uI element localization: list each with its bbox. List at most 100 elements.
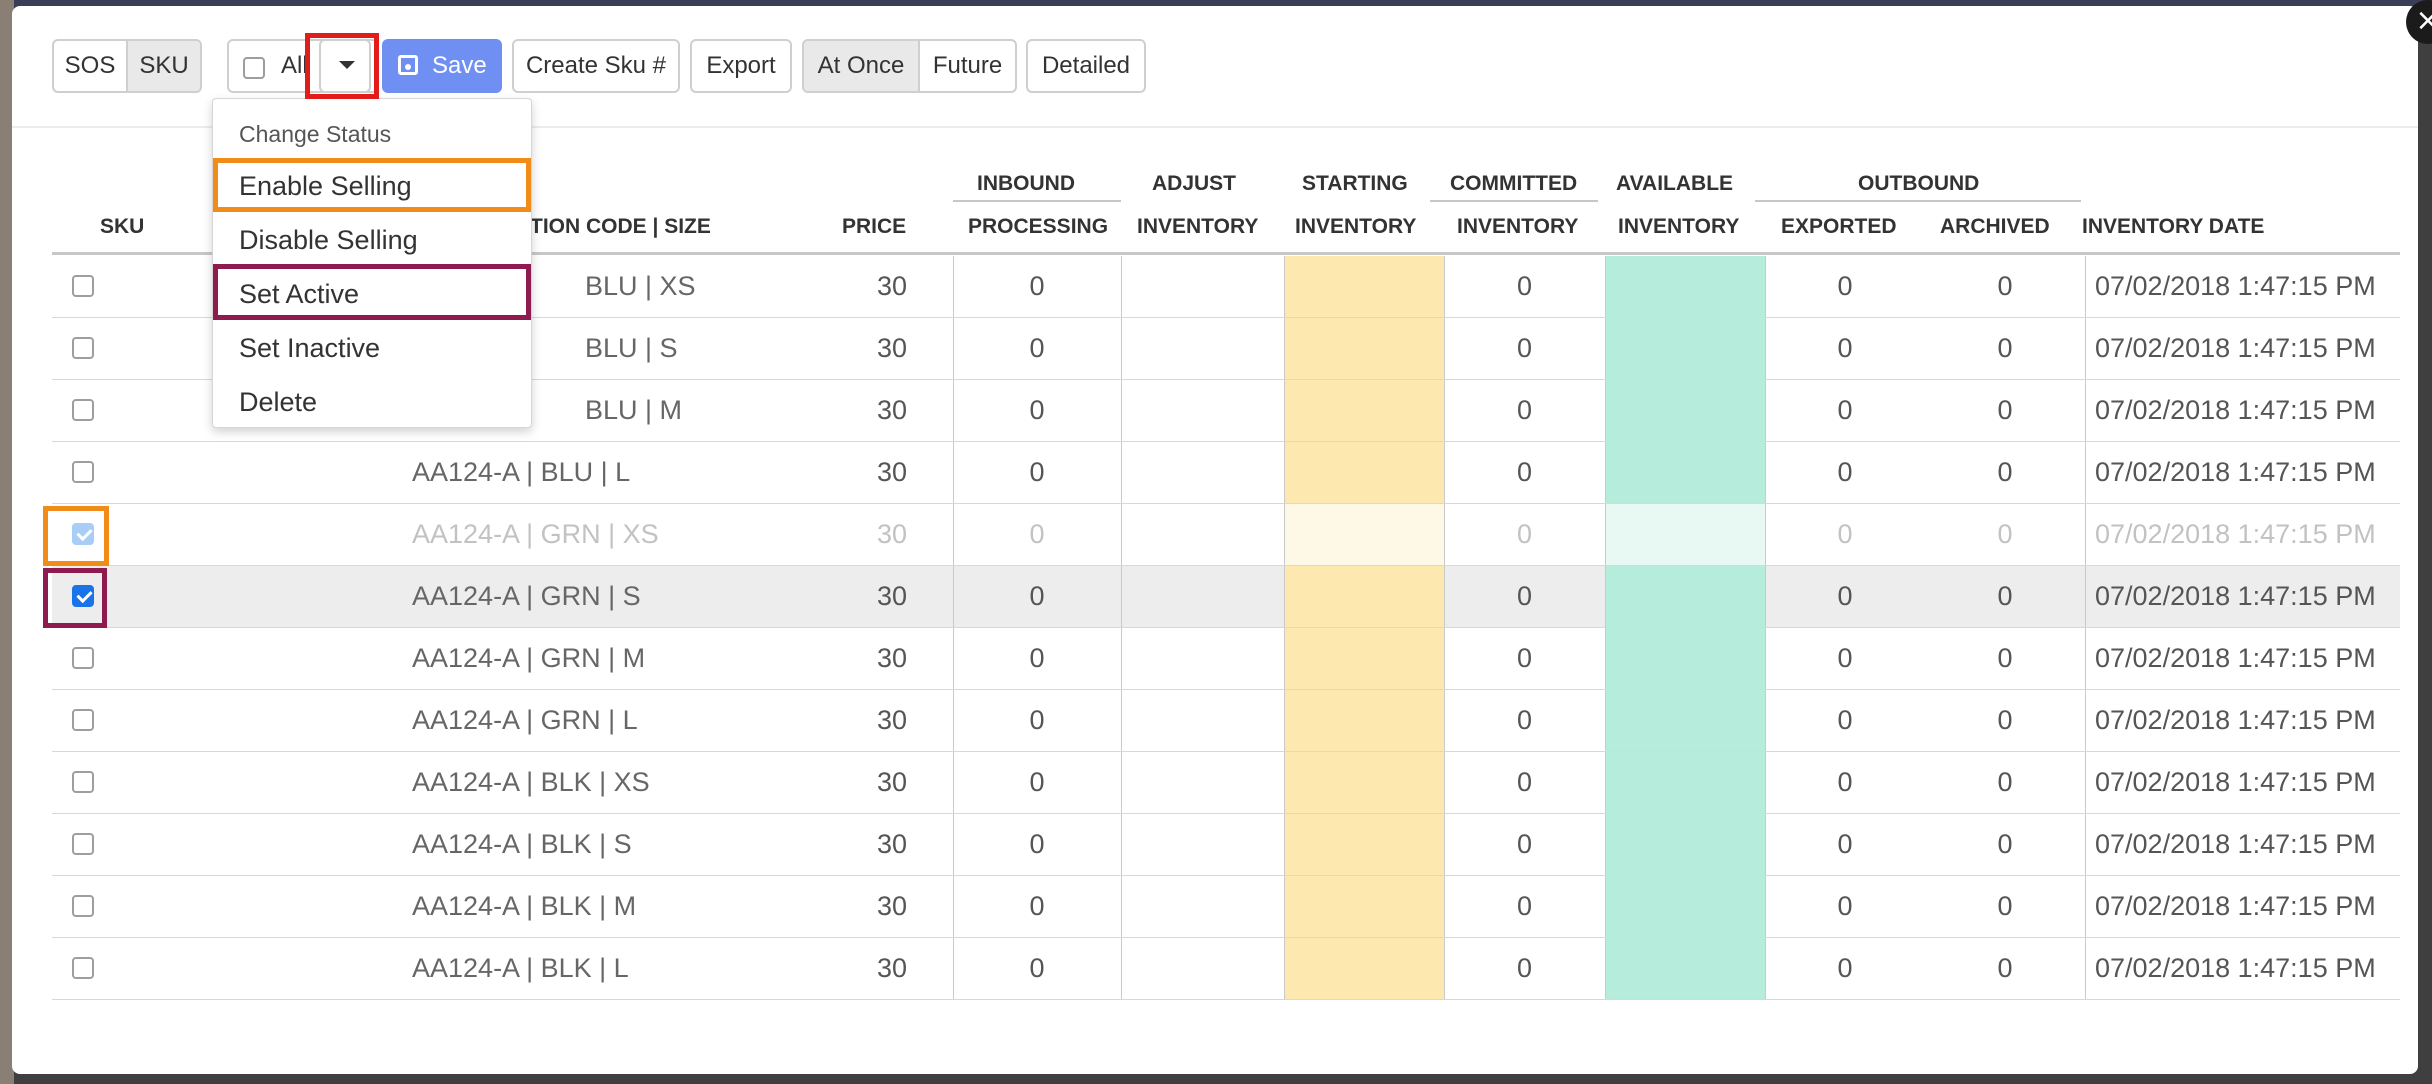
starting-inventory-cell[interactable]	[1284, 318, 1444, 379]
row-checkbox[interactable]	[72, 647, 94, 669]
adjust-inventory-cell[interactable]	[1121, 504, 1284, 565]
adjust-inventory-cell[interactable]	[1121, 752, 1284, 813]
price-cell: 30	[876, 891, 908, 921]
column-header-processing[interactable]: PROCESSING	[968, 215, 1109, 238]
column-divider	[1605, 876, 1606, 937]
starting-inventory-cell[interactable]	[1284, 876, 1444, 937]
adjust-inventory-cell[interactable]	[1121, 318, 1284, 379]
menu-item-enable-selling[interactable]: Enable Selling	[239, 171, 412, 201]
row-checkbox[interactable]	[72, 275, 94, 297]
table-row[interactable]: BLU | S 30 0 0 0 0 07/02/2018 1:47:15 PM	[52, 318, 2400, 380]
available-inventory-cell[interactable]	[1605, 442, 1765, 503]
table-row[interactable]: BLU | M 30 0 0 0 0 07/02/2018 1:47:15 PM	[52, 380, 2400, 442]
column-header-code-size[interactable]: TION CODE | SIZE	[530, 215, 711, 238]
available-inventory-cell[interactable]	[1605, 566, 1765, 627]
row-checkbox[interactable]	[72, 461, 94, 483]
table-row[interactable]: AA124-A | BLK | XS 30 0 0 0 0 07/02/2018 1:47:…	[52, 752, 2400, 814]
adjust-inventory-cell[interactable]	[1121, 690, 1284, 751]
column-header-adjust-inventory[interactable]: INVENTORY	[1137, 215, 1259, 238]
column-header-committed-inventory[interactable]: INVENTORY	[1457, 215, 1579, 238]
starting-inventory-cell[interactable]	[1284, 256, 1444, 317]
table-row[interactable]: AA124-A | GRN | S 30 0 0 0 0 07/02/2018 1:47:1…	[52, 566, 2400, 628]
table-row[interactable]: AA124-A | BLK | S 30 0 0 0 0 07/02/2018 1:47:1…	[52, 814, 2400, 876]
table-row[interactable]: AA124-A | BLU | L 30 0 0 0 0 07/02/2018 1:47:1…	[52, 442, 2400, 504]
column-header-available-inventory[interactable]: INVENTORY	[1618, 215, 1740, 238]
toggle-sku[interactable]: SKU	[126, 41, 200, 91]
row-checkbox[interactable]	[72, 895, 94, 917]
starting-inventory-cell[interactable]	[1284, 752, 1444, 813]
column-divider	[1765, 814, 1766, 875]
starting-inventory-cell[interactable]	[1284, 814, 1444, 875]
archived-cell: 0	[1997, 333, 2013, 363]
column-header-inventory-date[interactable]: INVENTORY DATE	[2082, 215, 2265, 238]
column-divider	[1121, 318, 1122, 379]
available-inventory-cell[interactable]	[1605, 318, 1765, 379]
committed-inventory-cell: 0	[1516, 581, 1533, 611]
adjust-inventory-cell[interactable]	[1121, 256, 1284, 317]
menu-item-set-active[interactable]: Set Active	[239, 279, 360, 309]
toggle-sos[interactable]: SOS	[64, 52, 116, 79]
available-inventory-cell[interactable]	[1605, 690, 1765, 751]
column-divider	[1444, 442, 1445, 503]
menu-item-delete[interactable]: Delete	[239, 387, 318, 417]
row-checkbox[interactable]	[72, 337, 94, 359]
available-inventory-cell[interactable]	[1605, 256, 1765, 317]
export-button[interactable]: Export	[690, 39, 792, 93]
available-inventory-cell[interactable]	[1605, 380, 1765, 441]
table-row[interactable]: AA124-A | BLK | L 30 0 0 0 0 07/02/2018 1:47:1…	[52, 938, 2400, 1000]
column-header-starting-inventory[interactable]: INVENTORY	[1295, 215, 1417, 238]
adjust-inventory-cell[interactable]	[1121, 566, 1284, 627]
detailed-button[interactable]: Detailed	[1026, 39, 1146, 93]
starting-inventory-cell[interactable]	[1284, 690, 1444, 751]
starting-inventory-cell[interactable]	[1284, 938, 1444, 999]
row-checkbox[interactable]	[72, 709, 94, 731]
table-row[interactable]: AA124-A | GRN | XS 30 0 0 0 0 07/02/2018 1:47:…	[52, 504, 2400, 566]
column-header-price[interactable]: PRICE	[842, 215, 907, 238]
row-checkbox[interactable]	[72, 523, 94, 545]
table-row[interactable]: AA124-A | GRN | M 30 0 0 0 0 07/02/2018 1:47:1…	[52, 628, 2400, 690]
committed-inventory-cell: 0	[1516, 519, 1533, 549]
save-button[interactable]: Save	[382, 39, 502, 93]
starting-inventory-cell[interactable]	[1284, 380, 1444, 441]
row-checkbox[interactable]	[72, 585, 94, 607]
create-sku-button[interactable]: Create Sku #	[512, 39, 680, 93]
select-all-checkbox[interactable]	[243, 57, 265, 79]
row-checkbox[interactable]	[72, 771, 94, 793]
available-inventory-cell[interactable]	[1605, 752, 1765, 813]
adjust-inventory-cell[interactable]	[1121, 628, 1284, 689]
processing-cell: 0	[1029, 829, 1045, 859]
row-checkbox[interactable]	[72, 833, 94, 855]
available-inventory-cell[interactable]	[1605, 628, 1765, 689]
available-inventory-cell[interactable]	[1605, 814, 1765, 875]
starting-inventory-cell[interactable]	[1284, 628, 1444, 689]
available-inventory-cell[interactable]	[1605, 504, 1765, 565]
column-header-archived[interactable]: ARCHIVED	[1940, 215, 2050, 238]
starting-inventory-cell[interactable]	[1284, 442, 1444, 503]
column-header-sku[interactable]: SKU	[100, 215, 145, 238]
column-header-exported[interactable]: EXPORTED	[1781, 215, 1897, 238]
available-inventory-cell[interactable]	[1605, 876, 1765, 937]
row-checkbox[interactable]	[72, 399, 94, 421]
starting-inventory-cell[interactable]	[1284, 566, 1444, 627]
toggle-at-once[interactable]: At Once	[804, 41, 918, 91]
table-row[interactable]: AA124-A | BLK | M 30 0 0 0 0 07/02/2018 1:47:1…	[52, 876, 2400, 938]
adjust-inventory-cell[interactable]	[1121, 938, 1284, 999]
row-checkbox[interactable]	[72, 957, 94, 979]
adjust-inventory-cell[interactable]	[1121, 380, 1284, 441]
table-row[interactable]: BLU | XS 30 0 0 0 0 07/02/2018 1:47:15 PM	[52, 256, 2400, 318]
exported-cell: 0	[1837, 829, 1853, 859]
available-inventory-cell[interactable]	[1605, 938, 1765, 999]
menu-item-set-inactive[interactable]: Set Inactive	[239, 333, 381, 363]
adjust-inventory-cell[interactable]	[1121, 814, 1284, 875]
close-icon[interactable]: ×	[2406, 0, 2432, 44]
adjust-inventory-cell[interactable]	[1121, 876, 1284, 937]
menu-item-disable-selling[interactable]: Disable Selling	[239, 225, 418, 255]
bulk-actions-dropdown-button[interactable]	[319, 39, 371, 93]
table-row[interactable]: AA124-A | GRN | L 30 0 0 0 0 07/02/2018 1:47:1…	[52, 690, 2400, 752]
column-divider	[953, 876, 954, 937]
column-divider	[1284, 442, 1285, 503]
adjust-inventory-cell[interactable]	[1121, 442, 1284, 503]
starting-inventory-cell[interactable]	[1284, 504, 1444, 565]
column-divider	[1605, 442, 1606, 503]
toggle-future[interactable]: Future	[918, 41, 1015, 91]
